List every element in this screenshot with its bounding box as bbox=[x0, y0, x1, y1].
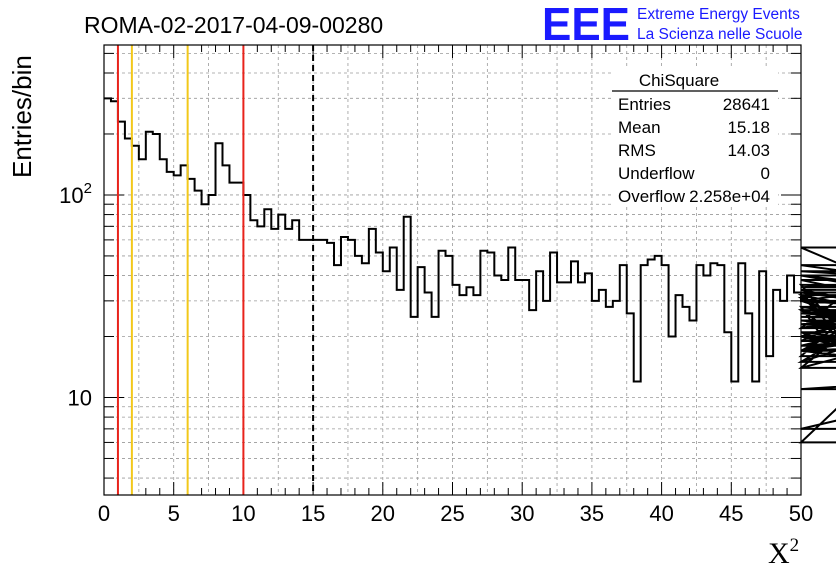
stats-box-background bbox=[612, 67, 778, 207]
chart-title: ROMA-02-2017-04-09-00280 bbox=[84, 12, 383, 38]
logo-line-2: La Scienza nelle Scuole bbox=[637, 26, 802, 43]
stats-row-label: RMS bbox=[618, 141, 656, 160]
x-tick-label: 50 bbox=[789, 501, 813, 526]
stats-row-value: 14.03 bbox=[727, 141, 770, 160]
stats-row-value: 15.18 bbox=[727, 118, 770, 137]
y-tick-labels: 10 102 bbox=[59, 180, 92, 411]
logo-line-1: Extreme Energy Events bbox=[637, 6, 800, 23]
x-tick-label: 0 bbox=[98, 501, 110, 526]
stats-row-value: 2.258e+04 bbox=[689, 187, 770, 206]
y-tick-label: 102 bbox=[59, 180, 92, 208]
stats-row-value: 0 bbox=[761, 164, 770, 183]
x-tick-label: 35 bbox=[580, 501, 604, 526]
stats-row-label: Underflow bbox=[618, 164, 695, 183]
stats-box-title: ChiSquare bbox=[639, 71, 719, 90]
stats-box: ChiSquare Entries 28641 Mean 15.18 RMS 14.03 U… bbox=[612, 67, 778, 207]
x-tick-label: 45 bbox=[719, 501, 743, 526]
stats-row-label: Mean bbox=[618, 118, 661, 137]
x-axis-label-exp: 2 bbox=[790, 535, 800, 556]
x-tick-label: 5 bbox=[168, 501, 180, 526]
x-axis-label-base: X bbox=[768, 537, 790, 570]
plot-frame bbox=[103, 44, 802, 496]
x-tick-label: 15 bbox=[301, 501, 325, 526]
x-tick-label: 10 bbox=[231, 501, 255, 526]
stats-row-label: Entries bbox=[618, 95, 671, 114]
marker-lines bbox=[116, 45, 315, 495]
y-axis-label: Entries/bin bbox=[7, 55, 37, 178]
x-axis-label: X2 bbox=[768, 535, 799, 570]
x-tick-label: 30 bbox=[510, 501, 534, 526]
histogram-series bbox=[104, 97, 836, 444]
x-tick-label: 20 bbox=[371, 501, 395, 526]
histogram-line bbox=[104, 97, 836, 444]
stats-row-label: Overflow bbox=[618, 187, 686, 206]
x-tick-label: 25 bbox=[440, 501, 464, 526]
stats-row-value: 28641 bbox=[723, 95, 770, 114]
logo-mark: EEE bbox=[542, 0, 630, 50]
eee-logo: EEE Extreme Energy Events La Scienza nel… bbox=[542, 0, 802, 50]
x-tick-labels: 0 5 10 15 20 25 30 35 40 45 50 bbox=[98, 501, 813, 526]
y-tick-label: 10 bbox=[68, 385, 92, 410]
x-tick-label: 40 bbox=[649, 501, 673, 526]
